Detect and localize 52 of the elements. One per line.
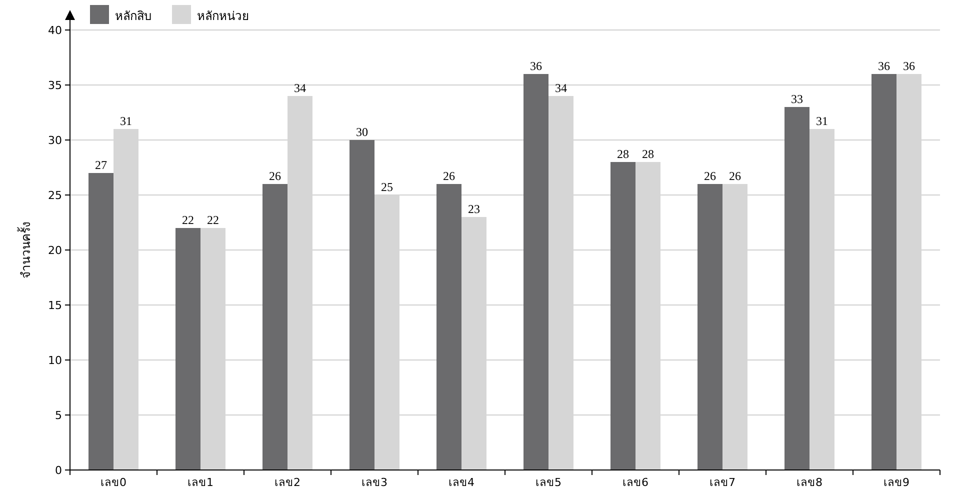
data-label: 31: [120, 114, 132, 128]
data-label: 22: [207, 213, 219, 227]
data-label: 28: [642, 147, 654, 161]
bar: [436, 184, 462, 470]
data-label: 25: [381, 180, 393, 194]
x-tick-label: เลข3: [362, 476, 388, 489]
data-label: 26: [704, 169, 716, 183]
data-label: 36: [903, 59, 915, 73]
data-label: 27: [95, 158, 107, 172]
y-axis-title: จำนวนครั้ง: [17, 222, 33, 278]
data-label: 34: [555, 81, 567, 95]
y-tick-label: 20: [48, 244, 62, 257]
legend-label: หลักสิบ: [115, 9, 152, 23]
y-tick-label: 35: [48, 79, 62, 92]
data-label: 36: [530, 59, 542, 73]
y-tick-label: 0: [55, 464, 62, 477]
x-tick-label: เลข8: [796, 476, 822, 489]
data-label: 34: [294, 81, 306, 95]
x-tick-label: เลข6: [622, 476, 648, 489]
bar: [872, 74, 896, 470]
x-tick-label: เลข4: [448, 476, 474, 489]
x-tick-label: เลข0: [100, 476, 126, 489]
bar: [176, 228, 200, 470]
x-tick-label: เลข1: [188, 476, 214, 489]
data-label: 22: [182, 213, 194, 227]
data-label: 33: [791, 92, 803, 106]
x-tick-label: เลข9: [884, 476, 910, 489]
y-tick-label: 30: [48, 134, 62, 147]
x-tick-label: เลข7: [710, 476, 736, 489]
bar: [262, 184, 288, 470]
bar: [698, 184, 722, 470]
data-label: 26: [269, 169, 281, 183]
data-label: 30: [356, 125, 368, 139]
x-tick-label: เลข2: [274, 476, 300, 489]
bar: [784, 107, 810, 470]
y-tick-label: 40: [48, 24, 62, 37]
bar: [350, 140, 374, 470]
y-tick-label: 15: [48, 299, 62, 312]
y-tick-label: 25: [48, 189, 62, 202]
data-label: 28: [617, 147, 629, 161]
bar: [88, 173, 114, 470]
data-label: 26: [443, 169, 455, 183]
legend-label: หลักหน่วย: [197, 9, 249, 23]
bar: [524, 74, 548, 470]
x-tick-label: เลข5: [536, 476, 562, 489]
bar: [610, 162, 636, 470]
data-label: 23: [468, 202, 480, 216]
data-label: 31: [816, 114, 828, 128]
y-tick-label: 5: [55, 409, 62, 422]
data-label: 26: [729, 169, 741, 183]
y-tick-label: 10: [48, 354, 62, 367]
data-label: 36: [878, 59, 890, 73]
